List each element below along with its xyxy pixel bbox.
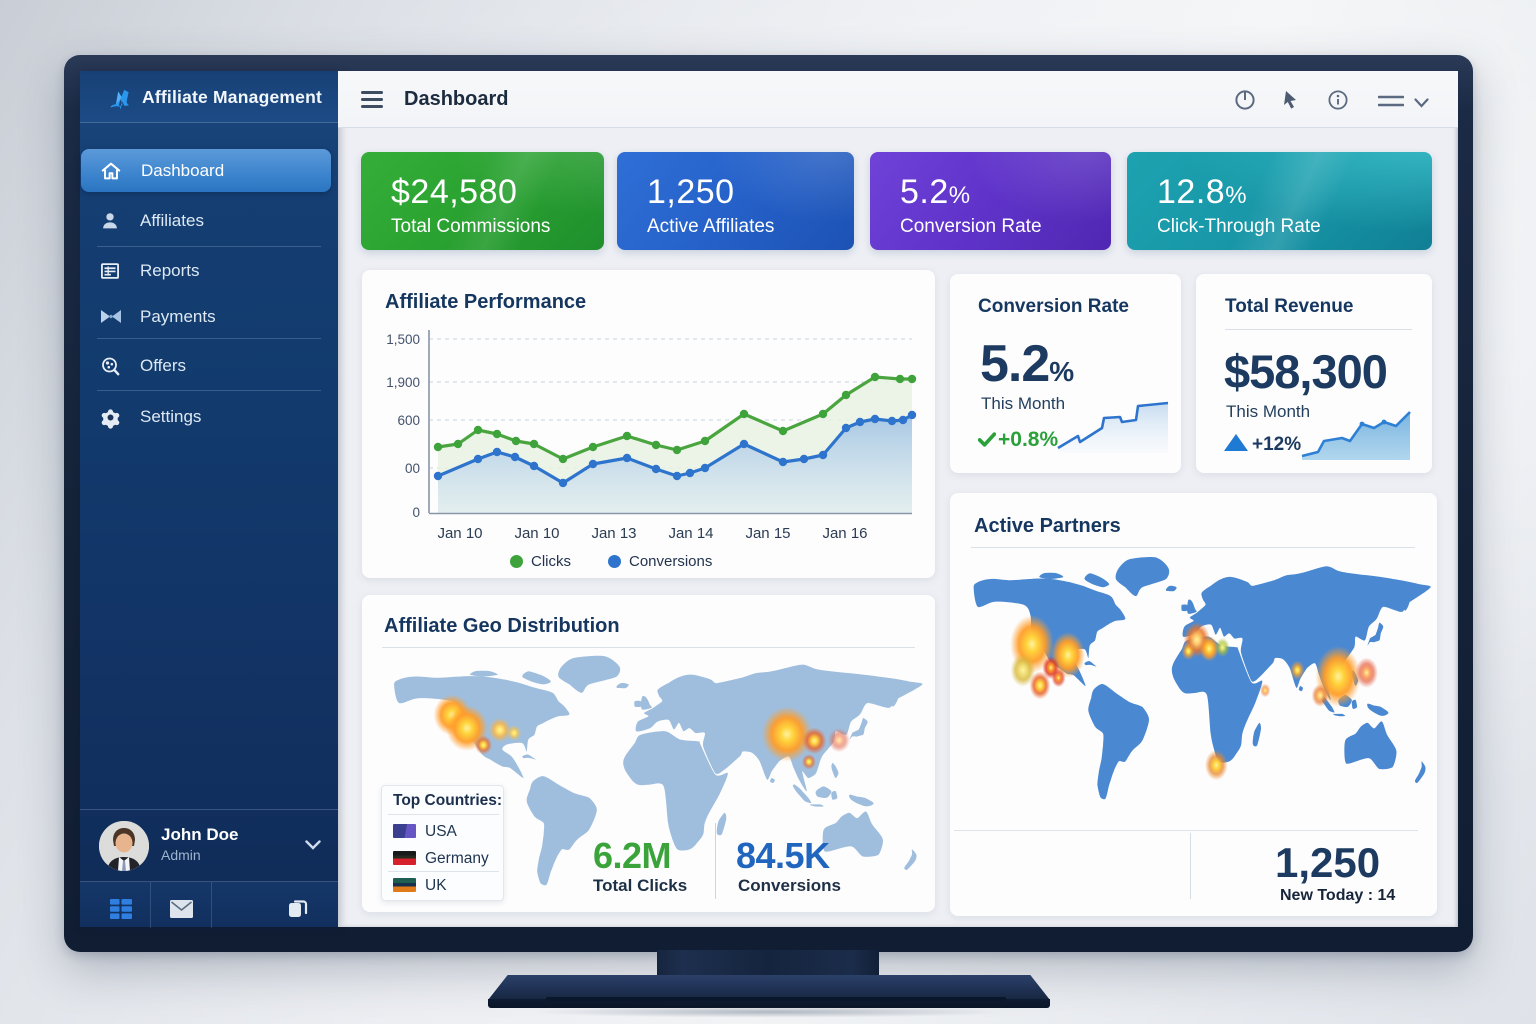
svg-text:Jan 14: Jan 14 (668, 525, 713, 542)
svg-text:Jan 10: Jan 10 (514, 525, 559, 542)
svg-text:0: 0 (412, 505, 420, 520)
svg-text:1,500: 1,500 (386, 332, 420, 347)
svg-text:600: 600 (397, 413, 420, 428)
svg-text:Jan 10: Jan 10 (437, 525, 482, 542)
svg-text:1,900: 1,900 (386, 375, 420, 390)
svg-text:Jan 13: Jan 13 (591, 525, 636, 542)
svg-text:00: 00 (405, 461, 420, 476)
svg-text:Jan 16: Jan 16 (822, 525, 867, 542)
svg-text:Jan 15: Jan 15 (745, 525, 790, 542)
